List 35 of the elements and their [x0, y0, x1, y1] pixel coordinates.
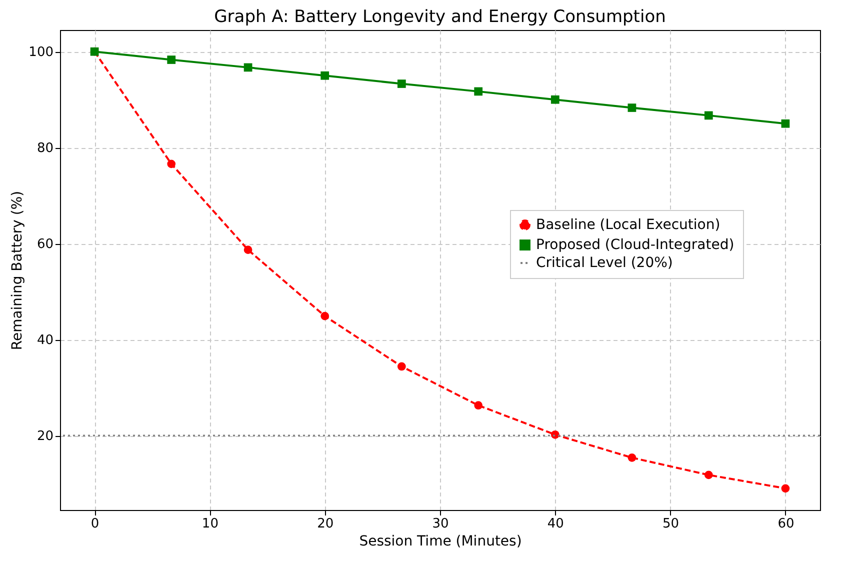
y-axis-title: Remaining Battery (%): [10, 190, 26, 350]
x-axis-title: Session Time (Minutes): [359, 534, 522, 550]
point: [704, 111, 713, 120]
y-tick-label: 60: [36, 237, 54, 252]
point: [397, 362, 406, 371]
point: [550, 95, 560, 104]
point: [397, 80, 406, 88]
x-tick-label: 10: [202, 516, 218, 532]
y-tick-label: 40: [36, 333, 54, 348]
x-tick-label: 30: [432, 516, 449, 532]
point: [628, 104, 636, 112]
x-tick-label: 40: [547, 516, 564, 532]
legend-label: Baseline (Local Execution): [536, 217, 720, 233]
point: [781, 484, 790, 493]
point: [320, 71, 330, 80]
point: [628, 454, 636, 462]
y-tick-label: 100: [28, 45, 54, 60]
point: [474, 87, 483, 96]
legend-label: Critical Level (20%): [536, 255, 673, 271]
x-tick-label: 60: [778, 516, 794, 532]
point: [167, 56, 176, 64]
legend-label: Proposed (Cloud-Integrated): [536, 237, 734, 253]
x-tick-label: 0: [90, 516, 100, 532]
y-tick-label: 20: [36, 429, 54, 444]
point: [704, 470, 713, 480]
point: [781, 119, 790, 128]
x-tick-label: 50: [662, 516, 680, 532]
x-tick-label: 20: [317, 516, 334, 532]
point: [244, 63, 252, 72]
point: [474, 401, 483, 410]
chart-title: Graph A: Battery Longevity and Energy Consumption: [214, 7, 666, 27]
point: [320, 312, 330, 320]
y-tick-label: 80: [36, 141, 54, 156]
point: [244, 246, 252, 254]
point: [167, 160, 176, 168]
